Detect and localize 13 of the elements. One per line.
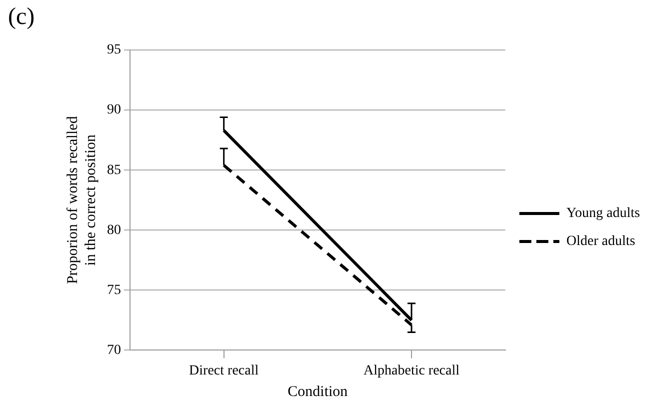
y-tick-label: 95 (107, 42, 121, 58)
y-axis-title: Proporion of words recalled in the correct position (64, 116, 99, 284)
y-tick-label: 90 (107, 102, 121, 118)
legend-label: Older adults (566, 234, 636, 250)
x-tick-label: Direct recall (189, 363, 259, 378)
y-tick-label: 75 (107, 282, 121, 298)
y-tick-label: 85 (107, 162, 121, 178)
y-tick-label: 80 (107, 222, 121, 238)
chart-title: (c) (8, 4, 35, 31)
legend-label: Young adults (566, 206, 640, 222)
x-tick-label: Alphabetic recall (364, 363, 460, 378)
x-axis-title: Condition (288, 384, 348, 400)
y-tick-label: 70 (107, 342, 121, 358)
